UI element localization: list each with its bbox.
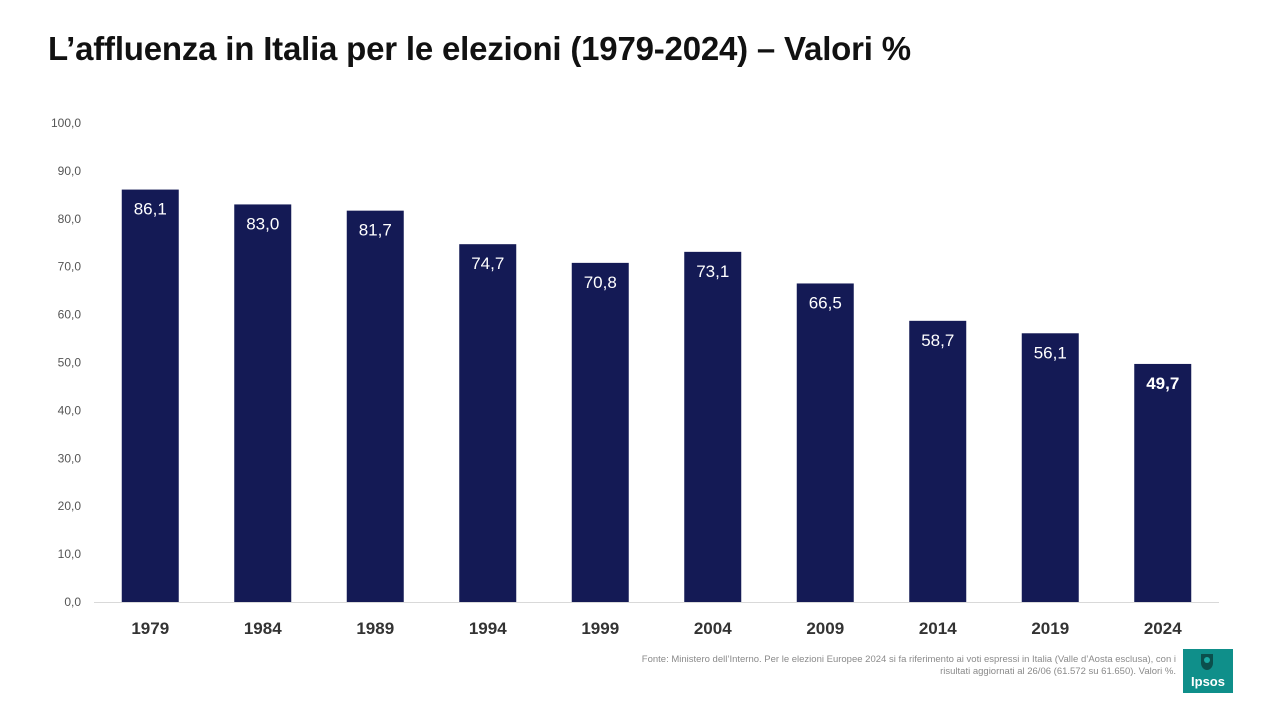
bar-value-label: 66,5 xyxy=(809,293,842,312)
x-category-label: 1984 xyxy=(244,619,282,638)
ipsos-logo-text: Ipsos xyxy=(1191,674,1225,689)
source-footnote: Fonte: Ministero dell’Interno. Per le el… xyxy=(641,654,1176,677)
x-category-label: 1979 xyxy=(131,619,169,638)
y-tick-label: 90,0 xyxy=(58,164,82,178)
chart-title: L’affluenza in Italia per le elezioni (1… xyxy=(48,30,911,67)
bar-value-label: 73,1 xyxy=(696,262,729,281)
x-category-label: 2024 xyxy=(1144,619,1182,638)
bar xyxy=(1021,333,1079,602)
bar xyxy=(234,204,292,602)
y-tick-label: 30,0 xyxy=(58,451,82,465)
x-category-label: 2009 xyxy=(806,619,844,638)
y-tick-label: 20,0 xyxy=(58,499,82,513)
bar xyxy=(571,262,629,602)
y-tick-label: 80,0 xyxy=(58,212,82,226)
x-category-label: 2004 xyxy=(694,619,732,638)
y-tick-label: 40,0 xyxy=(58,403,82,417)
x-axis-labels: 1979 1984 1989 1994 1999 2004 2009 2014 2019 2024 xyxy=(131,619,1182,638)
bar xyxy=(346,210,404,603)
y-tick-label: 60,0 xyxy=(58,308,82,322)
y-tick-label: 0,0 xyxy=(64,595,81,609)
bar xyxy=(459,244,517,602)
bar xyxy=(684,251,742,602)
bar-value-label: 86,1 xyxy=(134,200,167,219)
bar-value-label: 83,0 xyxy=(246,214,279,233)
bar-value-label: 81,7 xyxy=(359,221,392,240)
bar-value-label: 58,7 xyxy=(921,331,954,350)
bar xyxy=(121,189,179,602)
x-category-label: 1989 xyxy=(356,619,394,638)
bar-value-label: 49,7 xyxy=(1146,374,1179,393)
x-category-label: 1994 xyxy=(469,619,507,638)
bar-value-label: 74,7 xyxy=(471,254,504,273)
ipsos-logo-icon xyxy=(1201,654,1213,670)
y-tick-label: 50,0 xyxy=(58,356,82,370)
bar-value-label: 56,1 xyxy=(1034,343,1067,362)
x-category-label: 1999 xyxy=(581,619,619,638)
bar xyxy=(796,283,854,602)
bar-value-label: 70,8 xyxy=(584,273,617,292)
ipsos-logo: Ipsos xyxy=(1183,649,1233,693)
y-tick-label: 100,0 xyxy=(51,116,81,130)
bars-group: 86,1 83,0 81,7 74,7 70,8 73,1 66,5 58,7 56,1 49,7 xyxy=(121,189,1192,603)
y-axis-ticks: 0,0 10,0 20,0 30,0 40,0 50,0 60,0 70,0 80,0 90,0 1… xyxy=(51,116,81,609)
y-tick-label: 10,0 xyxy=(58,547,82,561)
bar xyxy=(1134,363,1192,602)
bar xyxy=(909,320,967,602)
y-tick-label: 70,0 xyxy=(58,260,82,274)
x-category-label: 2019 xyxy=(1031,619,1069,638)
x-category-label: 2014 xyxy=(919,619,957,638)
